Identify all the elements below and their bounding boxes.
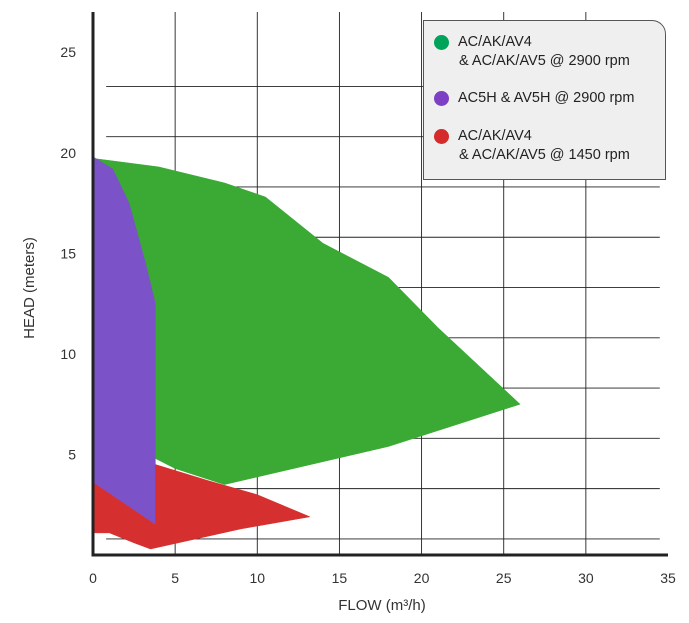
y-tick-label: 25 [60,44,76,60]
legend-label-line1: AC5H & AV5H @ 2900 rpm [458,90,635,106]
legend-swatch-red [434,129,449,144]
x-tick-label: 25 [496,570,512,586]
x-tick-labels: 0 5 10 15 20 25 30 35 [89,570,676,586]
x-tick-label: 30 [578,570,594,586]
legend-label-line2: & AC/AK/AV5 @ 1450 rpm [459,147,630,163]
legend-label-line1: AC/AK/AV4 [458,128,532,144]
y-tick-label: 10 [60,346,76,362]
legend-label-line2: & AC/AK/AV5 @ 2900 rpm [459,53,630,69]
y-tick-label: 15 [60,245,76,261]
x-tick-label: 35 [660,570,676,586]
axes [91,12,668,557]
legend: AC/AK/AV4 & AC/AK/AV5 @ 2900 rpm AC5H & … [423,20,666,180]
x-tick-label: 0 [89,570,97,586]
x-axis-title: FLOW (m³/h) [338,597,426,614]
legend-swatch-purple [434,91,449,106]
x-tick-label: 15 [332,570,348,586]
x-tick-label: 5 [171,570,179,586]
y-tick-label: 20 [60,145,76,161]
legend-item-ac5h-av5h-2900: AC5H & AV5H @ 2900 rpm [434,89,634,108]
y-tick-label: 5 [68,446,76,462]
area-series-2 [92,464,311,550]
legend-item-ac-ak-av-1450: AC/AK/AV4 & AC/AK/AV5 @ 1450 rpm [434,127,630,165]
y-tick-labels: 5 10 15 20 25 [60,44,76,462]
y-axis-title: HEAD (meters) [21,237,38,339]
x-tick-label: 20 [414,570,430,586]
legend-label-line1: AC/AK/AV4 [458,34,532,50]
legend-item-ac-ak-av-2900: AC/AK/AV4 & AC/AK/AV5 @ 2900 rpm [434,33,630,71]
x-tick-label: 10 [249,570,265,586]
legend-swatch-green [434,35,449,50]
chart-areas [92,156,521,550]
area-series-0 [95,158,521,485]
